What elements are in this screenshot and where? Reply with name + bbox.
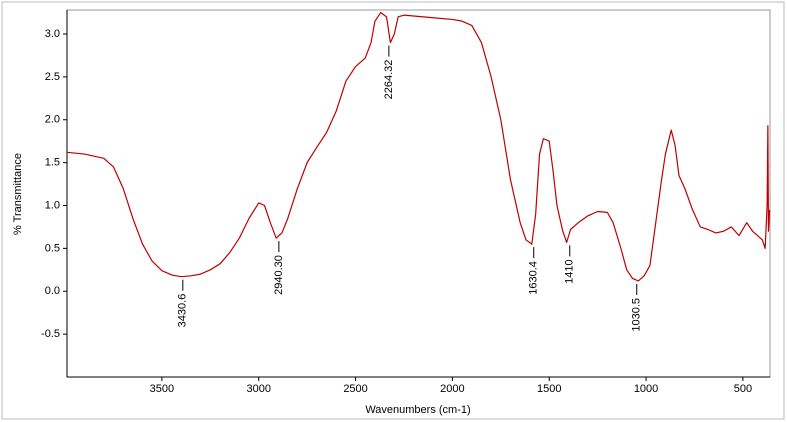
peak-label: 2264.32 [383,60,395,100]
y-tick-label: 2.0 [45,114,60,126]
y-tick-label: 2.5 [45,71,60,83]
x-tick-label: 3500 [150,383,174,395]
peak-label: 1630.4 [528,261,540,295]
y-tick-label: -0.5 [41,328,60,340]
y-tick-label: 0.5 [45,242,60,254]
x-tick-label: 2000 [440,383,464,395]
x-tick-label: 2500 [343,383,367,395]
peak-label: 1030.5 [631,298,643,332]
y-tick-label: 0.0 [45,285,60,297]
plot-area [66,9,771,378]
y-tick-label: 1.5 [45,157,60,169]
x-axis-label: Wavenumbers (cm-1) [365,404,470,416]
x-tick-label: 500 [734,383,752,395]
x-tick-label: 1500 [537,383,561,395]
x-tick-label: 1000 [634,383,658,395]
y-tick-label: 1.0 [45,199,60,211]
y-tick-label: 3.0 [45,28,60,40]
peak-label: 3430.6 [177,294,189,328]
spectrum-line [66,11,771,282]
peak-label: 1410 [564,259,576,283]
x-tick-label: 3000 [246,383,270,395]
peak-label: 2940.30 [273,255,285,295]
y-axis-label: % Transmittance [12,153,24,235]
